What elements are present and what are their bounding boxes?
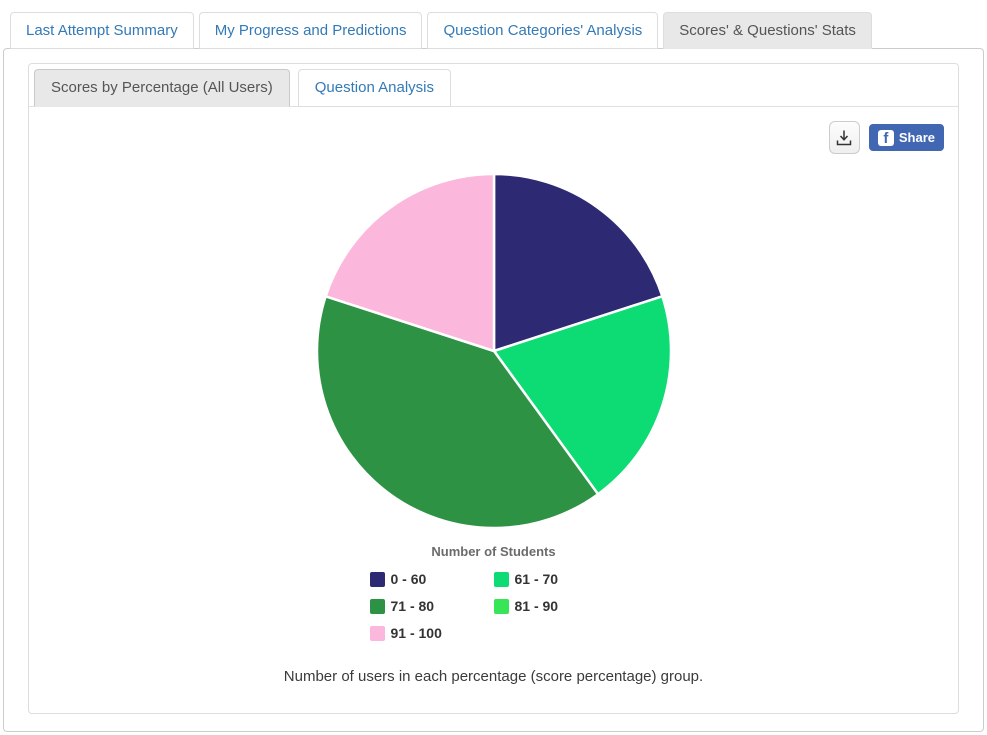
sub-tab-bar: Scores by Percentage (All Users) Questio… bbox=[29, 64, 958, 107]
legend-item-61-70[interactable]: 61 - 70 bbox=[493, 571, 618, 587]
pie-slice-91-100[interactable] bbox=[323, 172, 495, 353]
legend-swatch bbox=[369, 626, 385, 641]
legend-swatch bbox=[493, 572, 509, 587]
legend-label: 0 - 60 bbox=[390, 571, 427, 587]
legend-label: 81 - 90 bbox=[514, 598, 559, 614]
legend-swatch bbox=[493, 599, 509, 614]
stats-panel: Scores by Percentage (All Users) Questio… bbox=[28, 63, 959, 714]
legend-label: 71 - 80 bbox=[390, 598, 435, 614]
subtab-question-analysis[interactable]: Question Analysis bbox=[297, 69, 451, 107]
pie-slice-71-80[interactable] bbox=[315, 295, 599, 530]
legend-label: 91 - 100 bbox=[390, 625, 442, 641]
legend-item-0-60[interactable]: 0 - 60 bbox=[369, 571, 494, 587]
tab-my-progress-and-predictions[interactable]: My Progress and Predictions bbox=[198, 12, 423, 49]
pie-chart-svg bbox=[315, 172, 672, 530]
facebook-f-icon: f bbox=[877, 129, 894, 146]
legend-swatch bbox=[369, 572, 385, 587]
chart-caption: Number of users in each percentage (scor… bbox=[283, 668, 704, 685]
tab-scores-and-questions-stats[interactable]: Scores' & Questions' Stats bbox=[663, 12, 872, 49]
chart-title: Number of Students bbox=[431, 544, 556, 559]
download-icon bbox=[836, 129, 852, 146]
legend-item-91-100[interactable]: 91 - 100 bbox=[369, 625, 494, 641]
pie-chart bbox=[313, 170, 675, 537]
facebook-share-label: Share bbox=[898, 130, 935, 145]
pie-slice-61-70[interactable] bbox=[492, 295, 672, 496]
legend-swatch bbox=[369, 599, 385, 614]
chart-legend: 0 - 60 61 - 70 71 - 80 81 - 90 91 - 100 bbox=[369, 571, 618, 641]
facebook-share-button[interactable]: f Share bbox=[868, 124, 944, 151]
subtab-scores-by-percentage[interactable]: Scores by Percentage (All Users) bbox=[34, 69, 290, 107]
legend-item-81-90[interactable]: 81 - 90 bbox=[493, 598, 618, 614]
tab-last-attempt-summary[interactable]: Last Attempt Summary bbox=[10, 12, 194, 49]
tab-question-categories-analysis[interactable]: Question Categories' Analysis bbox=[427, 12, 659, 49]
chart-area: f Share Number of Students 0 - 60 61 - 70… bbox=[29, 107, 958, 713]
tab-content-panel: Scores by Percentage (All Users) Questio… bbox=[3, 48, 984, 732]
download-button[interactable] bbox=[828, 121, 860, 154]
top-tab-bar: Last Attempt Summary My Progress and Pre… bbox=[0, 0, 987, 49]
chart-toolbar: f Share bbox=[828, 121, 944, 154]
legend-item-71-80[interactable]: 71 - 80 bbox=[369, 598, 494, 614]
pie-slice-0-60[interactable] bbox=[492, 172, 664, 353]
legend-label: 61 - 70 bbox=[514, 571, 559, 587]
